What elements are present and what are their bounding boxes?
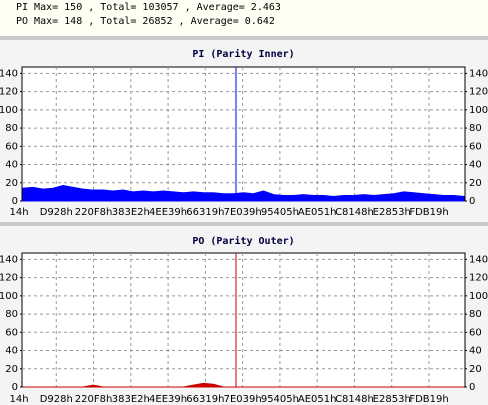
y-tick-label: 0: [12, 196, 18, 207]
x-tick-label: AE051h: [298, 394, 337, 405]
separator: [0, 222, 488, 226]
x-tick-label: 95405h: [261, 394, 299, 405]
y-tick-label-right: 120: [469, 273, 488, 284]
y-tick-label-right: 0: [469, 196, 475, 207]
y-tick-label-right: 20: [469, 178, 482, 189]
x-tick-label: E2853h: [373, 394, 411, 405]
x-tick-label: 7E039h: [224, 394, 262, 405]
y-tick-label: 100: [0, 105, 18, 116]
x-tick-label: FDB19h: [409, 207, 448, 218]
y-tick-label: 60: [5, 327, 18, 338]
plot-area: [21, 252, 466, 388]
y-tick-label: 40: [5, 346, 18, 357]
x-tick-label: 383E2h: [112, 394, 150, 405]
x-tick-label: AE051h: [298, 207, 337, 218]
y-tick-label-right: 80: [469, 123, 482, 134]
y-tick-label-right: 140: [469, 68, 488, 79]
x-tick-label: E2853h: [373, 207, 411, 218]
y-tick-label-right: 60: [469, 141, 482, 152]
y-tick-label-right: 100: [469, 105, 488, 116]
y-tick-label-right: 0: [469, 382, 475, 393]
y-tick-label: 40: [5, 160, 18, 171]
x-tick-label: 66319h: [186, 207, 224, 218]
x-tick-label: C8148h: [335, 394, 374, 405]
y-tick-label: 60: [5, 141, 18, 152]
y-tick-label-right: 40: [469, 160, 482, 171]
y-tick-label-right: 40: [469, 346, 482, 357]
data-area: [23, 382, 464, 388]
x-tick-label: D928h: [40, 207, 73, 218]
y-tick-label-right: 80: [469, 309, 482, 320]
x-tick-label: 7E039h: [224, 207, 262, 218]
x-tick-label: 14h: [9, 394, 28, 405]
x-tick-label: C8148h: [335, 207, 374, 218]
x-tick-label: 220F8h: [75, 394, 113, 405]
y-tick-label: 20: [5, 178, 18, 189]
header-line: PI Max= 150 , Total= 103057 , Average= 2…: [16, 2, 281, 13]
plot-area: [21, 66, 466, 202]
y-tick-label: 140: [0, 254, 18, 265]
y-tick-label: 100: [0, 291, 18, 302]
y-tick-label: 120: [0, 87, 18, 98]
x-tick-label: 95405h: [261, 207, 299, 218]
y-tick-label: 80: [5, 309, 18, 320]
x-tick-label: FDB19h: [409, 394, 448, 405]
y-tick-label: 120: [0, 273, 18, 284]
y-tick-label: 0: [12, 382, 18, 393]
header-bg: [0, 0, 488, 34]
y-tick-label-right: 20: [469, 364, 482, 375]
y-tick-label: 80: [5, 123, 18, 134]
separator: [0, 36, 488, 40]
y-tick-label-right: 140: [469, 254, 488, 265]
y-tick-label: 20: [5, 364, 18, 375]
data-area: [22, 184, 465, 202]
x-tick-label: 4EE39h: [149, 394, 187, 405]
x-tick-label: D928h: [40, 394, 73, 405]
x-tick-label: 66319h: [186, 394, 224, 405]
x-tick-label: 383E2h: [112, 207, 150, 218]
y-tick-label-right: 100: [469, 291, 488, 302]
header-line: PO Max= 148 , Total= 26852 , Average= 0.…: [16, 16, 275, 27]
chart-title: PO (Parity Outer): [192, 235, 294, 247]
y-tick-label-right: 60: [469, 327, 482, 338]
x-tick-label: 14h: [9, 207, 28, 218]
y-tick-label: 140: [0, 68, 18, 79]
y-tick-label-right: 120: [469, 87, 488, 98]
chart-title: PI (Parity Inner): [192, 48, 294, 60]
x-tick-label: 220F8h: [75, 207, 113, 218]
x-tick-label: 4EE39h: [149, 207, 187, 218]
